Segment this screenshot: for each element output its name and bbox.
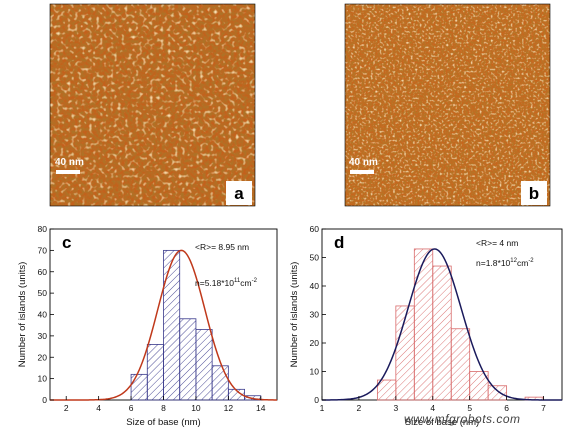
y-axis-label: Number of islands (units) — [17, 262, 28, 368]
y-tick-label: 60 — [310, 224, 320, 234]
histogram-d: 1 2 3 4 5 6 7 0 10 20 30 40 50 60 Size of base (nm) Num… — [289, 224, 563, 428]
x-tick-label: 1 — [320, 403, 325, 413]
y-tick-label: 10 — [38, 374, 48, 384]
scale-label-a: 40 nm — [55, 157, 84, 168]
afm-image-b: 40 nm b — [344, 3, 551, 207]
histogram-bar — [163, 249, 181, 401]
x-axis-label: Size of base (nm) — [405, 417, 479, 428]
histogram-bar — [487, 385, 508, 401]
histogram-bar — [146, 344, 164, 401]
y-tick-label: 30 — [310, 310, 320, 320]
histogram-bar — [211, 365, 229, 401]
y-tick-label: 0 — [314, 395, 319, 405]
scale-bar-a: 40 nm — [55, 157, 84, 174]
watermark: www.mfgrobots.com — [404, 412, 521, 426]
histogram-bar — [195, 329, 213, 401]
annotation-mean-radius: <R>= 4 nm — [476, 238, 518, 248]
x-tick-label: 2 — [357, 403, 362, 413]
y-tick-label: 10 — [310, 367, 320, 377]
x-tick-label: 14 — [256, 403, 266, 413]
histogram-bar — [227, 388, 245, 401]
y-tick-label: 50 — [310, 253, 320, 263]
histogram-bar — [179, 318, 197, 401]
annotation-density: n=5.18*1011cm-2 — [195, 278, 258, 288]
y-tick-label: 80 — [38, 224, 48, 234]
x-tick-label: 10 — [191, 403, 201, 413]
annotation-density: n=1.8*1012cm-2 — [476, 258, 534, 268]
histogram-bar — [130, 373, 148, 401]
y-tick-label: 40 — [38, 310, 48, 320]
x-tick-label: 2 — [64, 403, 69, 413]
annotation-mean-radius: <R>= 8.95 nm — [195, 242, 249, 252]
x-tick-label: 6 — [129, 403, 134, 413]
panel-letter-b: b — [529, 184, 539, 203]
y-tick-label: 60 — [38, 267, 48, 277]
histogram-bar — [376, 379, 397, 401]
histogram-bar — [413, 248, 434, 401]
x-tick-label: 5 — [467, 403, 472, 413]
panel-letter: d — [334, 233, 344, 252]
y-tick-label: 50 — [38, 288, 48, 298]
y-tick-label: 30 — [38, 331, 48, 341]
x-tick-label: 12 — [224, 403, 234, 413]
x-tick-label: 4 — [96, 403, 101, 413]
histogram-bar — [450, 328, 471, 401]
y-tick-label: 0 — [42, 395, 47, 405]
x-tick-label: 8 — [161, 403, 166, 413]
y-tick-label: 20 — [38, 352, 48, 362]
scale-bar-b: 40 nm — [349, 157, 378, 174]
x-tick-label: 7 — [541, 403, 546, 413]
panel-letter: c — [62, 233, 71, 252]
gaussian-fit-line — [50, 249, 278, 401]
histogram-bar — [432, 265, 452, 401]
gaussian-fit-line — [322, 248, 562, 401]
scale-label-b: 40 nm — [349, 157, 378, 168]
x-axis-label: Size of base (nm) — [126, 417, 200, 428]
afm-image-a: 40 nm a — [49, 3, 256, 207]
y-tick-label: 20 — [310, 338, 320, 348]
y-axis-label: Number of islands (units) — [289, 262, 300, 368]
x-tick-label: 3 — [393, 403, 398, 413]
x-tick-label: 4 — [430, 403, 435, 413]
y-tick-label: 70 — [38, 245, 48, 255]
panel-letter-box-a: a — [226, 181, 252, 205]
panel-letter-a: a — [234, 184, 244, 203]
y-tick-label: 40 — [310, 281, 320, 291]
panel-letter-box-b: b — [521, 181, 547, 205]
x-tick-label: 6 — [504, 403, 509, 413]
histogram-c: 2 4 6 8 10 12 14 0 10 20 30 40 50 60 70 80 Size of base … — [17, 224, 278, 428]
